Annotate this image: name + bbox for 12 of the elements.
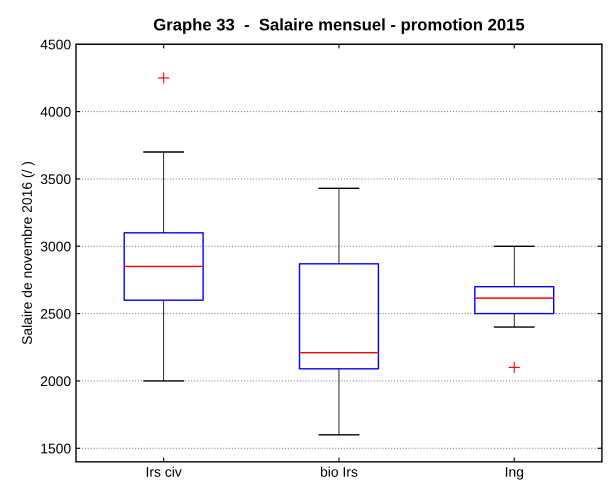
y-tick-label: 2500 [40,308,71,319]
y-tick-label: 3500 [40,174,71,184]
chart-title: Graphe 33 - Salaire mensuel - promotion 2015 [154,18,524,34]
y-tick-label: 4000 [40,106,71,117]
y-tick-label: 1500 [41,444,71,454]
x-tick-label: Ing [506,467,524,480]
x-tick-label: bio Irs [320,466,358,477]
y-tick-label: 3000 [40,242,71,252]
x-tick-label: Irs civ [146,466,182,477]
y-axis-title: Salaire de novembre 2016 (/ ) [22,162,35,344]
y-tick-label: 4500 [40,40,71,50]
y-tick-label: 2000 [40,376,71,386]
